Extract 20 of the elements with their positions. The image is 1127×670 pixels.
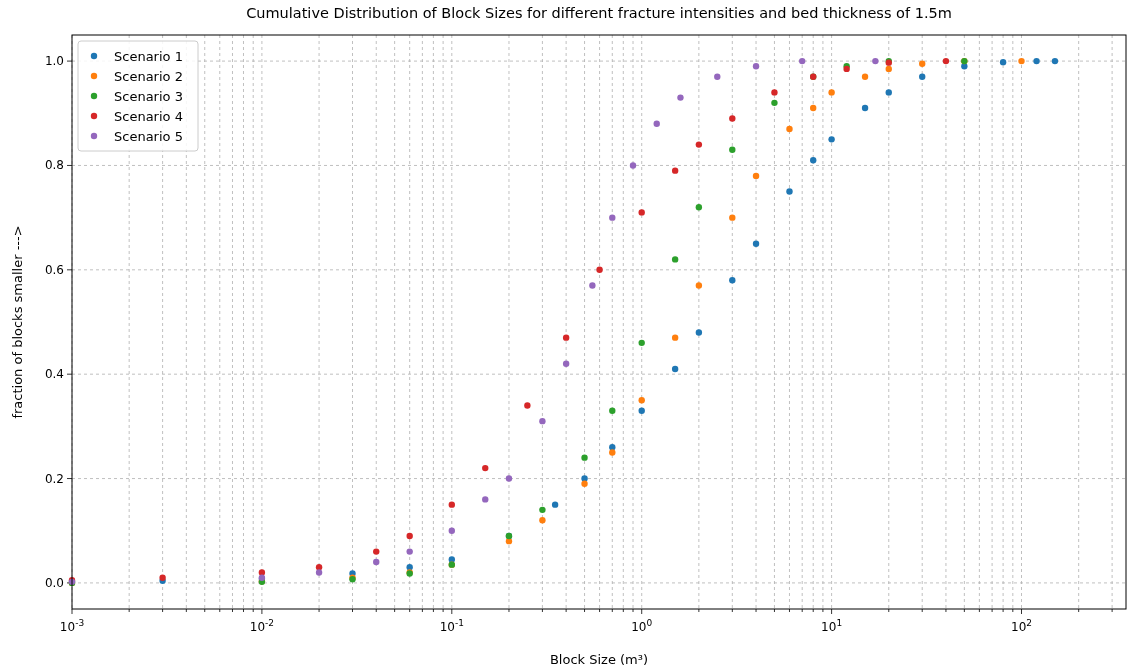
y-tick-label: 1.0 [44, 54, 64, 69]
legend-label: Scenario 2 [114, 69, 183, 84]
x-tick-label: 10$^{1}$ [821, 618, 843, 634]
y-axis-title: fraction of blocks smaller ---> [10, 225, 25, 419]
x-tick-label: 10$^{0}$ [631, 618, 653, 634]
legend-label: Scenario 1 [114, 49, 183, 64]
y-tick-label: 0.6 [44, 262, 64, 277]
legend-label: Scenario 3 [114, 89, 183, 104]
legend-label: Scenario 4 [114, 109, 183, 124]
x-tick-label: 10$^{-3}$ [59, 618, 85, 634]
x-tick-label: 10$^{-2}$ [249, 618, 275, 634]
y-tick-label: 0.8 [44, 158, 64, 173]
x-tick-label: 10$^{2}$ [1011, 618, 1033, 634]
y-tick-label: 0.2 [44, 471, 64, 486]
chart-title: Cumulative Distribution of Block Sizes for different fracture intensities and bed thickness of 1.5m [246, 5, 952, 21]
x-axis-title: Block Size (m³) [549, 652, 649, 667]
y-tick-label: 0.4 [44, 367, 64, 382]
legend-label: Scenario 5 [114, 129, 183, 144]
x-tick-label: 10$^{-1}$ [439, 618, 464, 634]
y-tick-label: 0.0 [44, 575, 64, 590]
